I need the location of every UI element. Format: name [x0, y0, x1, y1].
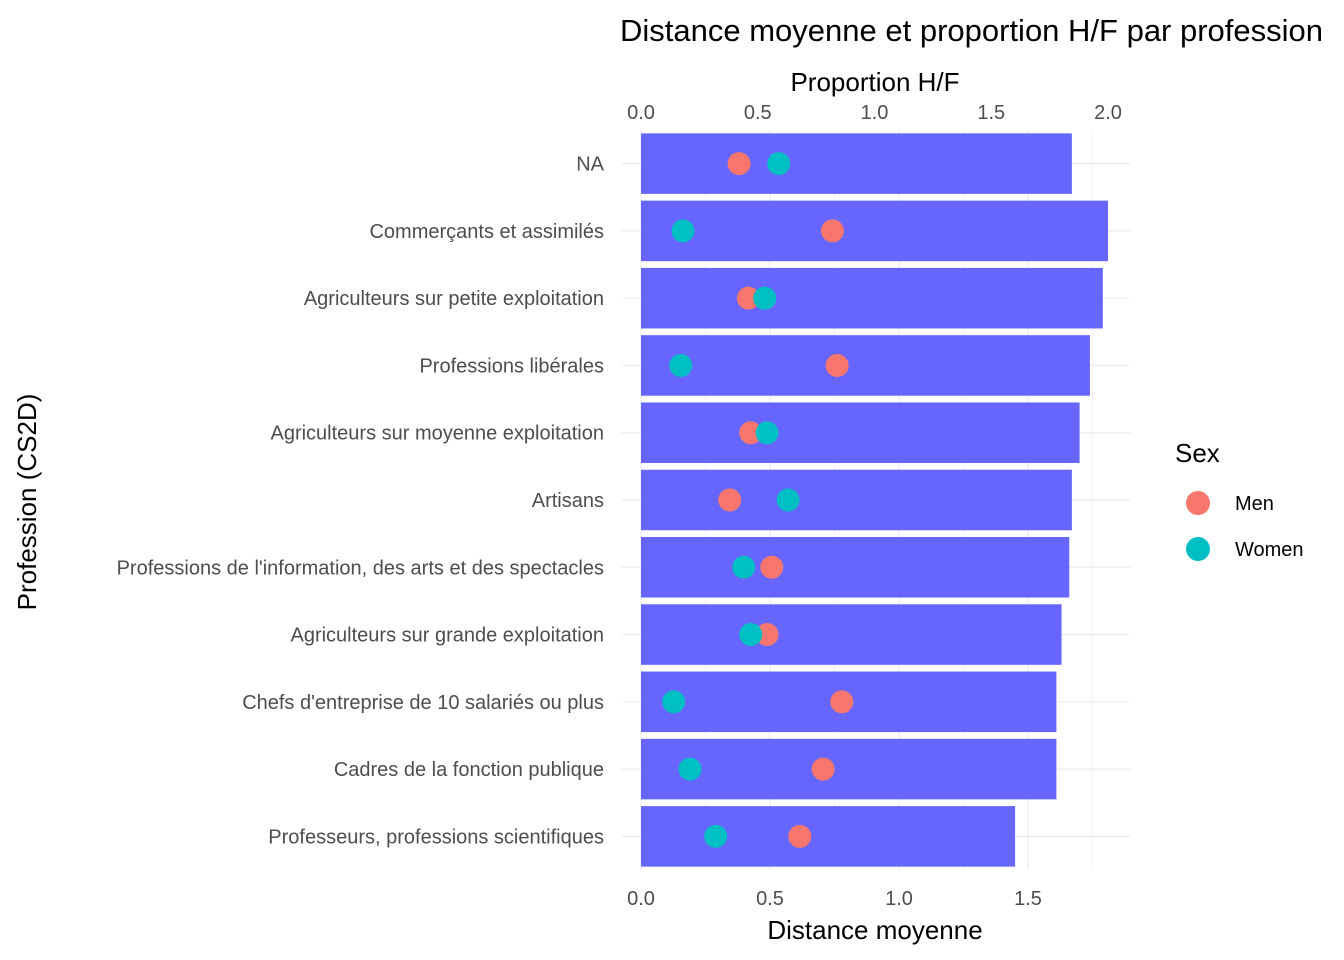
point-women	[662, 690, 686, 714]
point-men	[825, 353, 849, 377]
bar	[641, 133, 1072, 194]
legend-label: Women	[1235, 539, 1304, 561]
point-men	[820, 219, 844, 243]
category-label: Artisans	[532, 490, 604, 512]
legend-title: Sex	[1175, 438, 1220, 468]
category-label: Agriculteurs sur petite exploitation	[304, 288, 604, 310]
bar	[641, 537, 1070, 598]
point-men	[736, 286, 760, 310]
category-label: NA	[576, 154, 604, 176]
category-label: Commerçants et assimilés	[369, 221, 604, 243]
category-label: Professions libérales	[419, 355, 604, 377]
bar	[641, 604, 1062, 665]
category-label: Cadres de la fonction publique	[334, 759, 604, 781]
category-label: Professeurs, professions scientifiques	[268, 826, 604, 848]
x2-tick-label: 1.0	[861, 102, 889, 124]
x2-axis-title: Proportion H/F	[790, 67, 959, 97]
bar	[641, 806, 1016, 867]
x-tick-label: 0.5	[756, 888, 784, 910]
point-women	[704, 824, 728, 848]
point-women	[669, 353, 693, 377]
category-label: Agriculteurs sur moyenne exploitation	[270, 423, 604, 445]
point-women	[739, 623, 763, 647]
point-men	[788, 824, 812, 848]
point-men	[811, 757, 835, 781]
point-men	[830, 690, 854, 714]
point-women	[732, 555, 756, 579]
point-women	[755, 421, 779, 445]
bar	[641, 402, 1080, 463]
x-tick-label: 1.5	[1014, 888, 1042, 910]
x-axis-title: Distance moyenne	[767, 915, 982, 945]
legend: Sex Men Women	[1175, 438, 1304, 561]
bar	[641, 335, 1090, 396]
point-women	[767, 152, 791, 176]
bar	[641, 200, 1108, 262]
point-women	[776, 488, 800, 512]
point-men	[755, 623, 779, 647]
category-label: Agriculteurs sur grande exploitation	[290, 625, 604, 647]
point-women	[678, 757, 702, 781]
y-axis-title: Profession (CS2D)	[12, 394, 42, 611]
point-women	[753, 286, 777, 310]
chart-title: Distance moyenne et proportion H/F par p…	[620, 13, 1323, 48]
x2-tick-label: 1.5	[977, 102, 1005, 124]
point-women	[671, 219, 695, 243]
legend-key-men	[1186, 491, 1210, 515]
bar	[641, 267, 1103, 329]
x-tick-label: 1.0	[885, 888, 913, 910]
point-men	[739, 421, 763, 445]
category-label: Chefs d'entreprise de 10 salariés ou plu…	[242, 692, 604, 714]
bar	[641, 469, 1072, 531]
legend-label: Men	[1235, 493, 1274, 515]
point-men	[727, 152, 751, 176]
plot-panel: NA Commerçants et assimilés Agriculteurs s…	[117, 102, 1130, 910]
category-label: Professions de l'information, des arts e…	[117, 557, 604, 579]
legend-key-women	[1186, 537, 1210, 561]
x2-tick-label: 0.5	[744, 102, 772, 124]
point-men	[718, 488, 742, 512]
x2-tick-label: 0.0	[627, 102, 655, 124]
x2-tick-label: 2.0	[1094, 102, 1122, 124]
bar	[641, 738, 1057, 800]
x-tick-label: 0.0	[627, 888, 655, 910]
point-men	[760, 555, 784, 579]
